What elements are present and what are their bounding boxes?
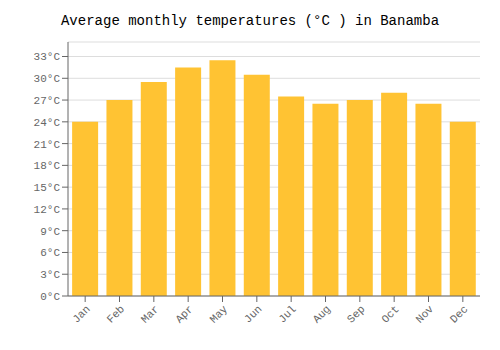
svg-text:33°C: 33°C [34, 51, 61, 63]
svg-text:Jul: Jul [276, 303, 298, 325]
svg-text:30°C: 30°C [34, 73, 61, 85]
svg-text:Aug: Aug [311, 303, 333, 325]
svg-text:Apr: Apr [173, 303, 195, 325]
svg-text:24°C: 24°C [34, 117, 61, 129]
svg-text:21°C: 21°C [34, 139, 61, 151]
svg-text:Mar: Mar [139, 303, 161, 325]
svg-text:18°C: 18°C [34, 160, 61, 172]
svg-text:Nov: Nov [414, 303, 437, 326]
svg-text:May: May [208, 303, 231, 326]
svg-text:Feb: Feb [105, 303, 127, 325]
svg-text:6°C: 6°C [40, 247, 60, 259]
svg-text:Dec: Dec [448, 303, 470, 325]
svg-text:Oct: Oct [379, 303, 401, 325]
html-text:Average monthly temperatures (: Average monthly temperatures (°C ) in Ba… [61, 13, 439, 29]
svg-text:Jan: Jan [70, 303, 92, 325]
svg-text:15°C: 15°C [34, 182, 61, 194]
svg-text:9°C: 9°C [40, 226, 60, 238]
svg-text:27°C: 27°C [34, 95, 61, 107]
svg-text:0°C: 0°C [40, 291, 60, 303]
svg-text:Sep: Sep [345, 303, 367, 325]
svg-text:Jun: Jun [242, 303, 264, 325]
svg-text:3°C: 3°C [40, 269, 60, 281]
svg-text:12°C: 12°C [34, 204, 61, 216]
